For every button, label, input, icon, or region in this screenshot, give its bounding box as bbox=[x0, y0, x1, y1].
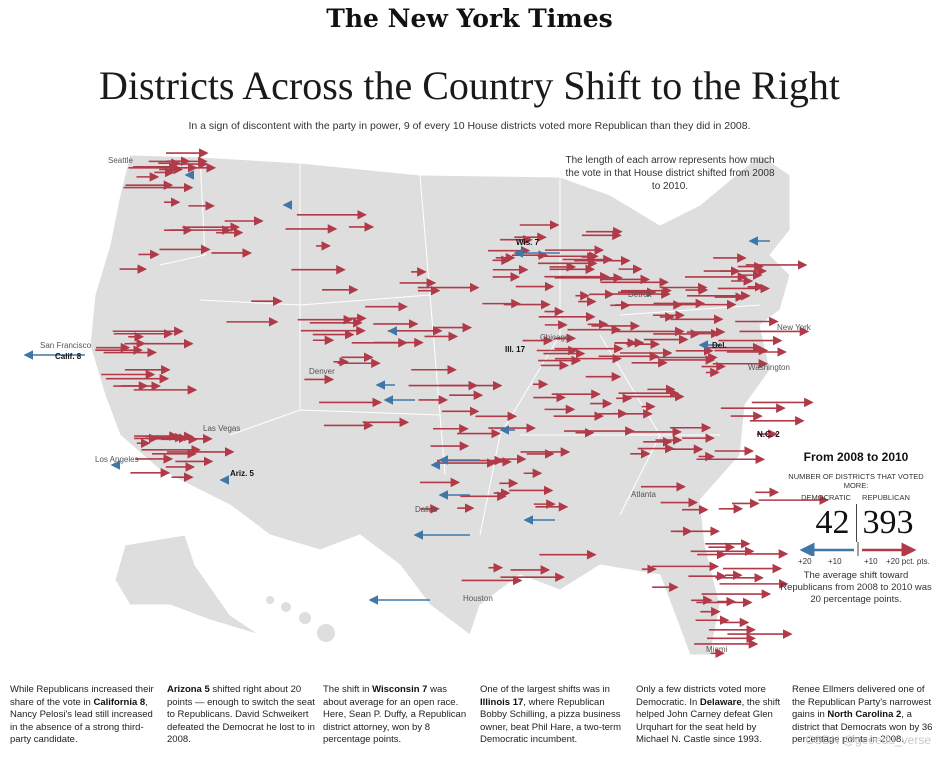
district-ariz-5: Ariz. 5 bbox=[230, 469, 255, 478]
masthead: The New York Times bbox=[326, 4, 613, 33]
city-houston: Houston bbox=[463, 594, 493, 603]
us-map: Seattle San Francisco Los Angeles Las Ve… bbox=[23, 148, 830, 659]
headline: Districts Across the Country Shift to th… bbox=[98, 63, 841, 108]
scale-dem-20: +20 bbox=[798, 557, 812, 566]
watermark: CSDN @geoedu_verse bbox=[805, 733, 931, 747]
dek: In a sign of discontent with the party i… bbox=[188, 120, 751, 132]
average-note: The average shift toward Republicans fro… bbox=[780, 570, 932, 605]
hawaii-land bbox=[266, 596, 335, 642]
legend-subtitle: NUMBER OF DISTRICTS THAT VOTED MORE: bbox=[788, 472, 924, 490]
city-seattle: Seattle bbox=[108, 156, 133, 165]
caption-north-carolina-2: Renee Ellmers delivered one of the Repub… bbox=[792, 684, 933, 745]
caption-california-8: While Republicans increased their share … bbox=[10, 684, 154, 745]
city-new-york: New York bbox=[777, 323, 812, 332]
scale-rep-10: +10 bbox=[864, 557, 878, 566]
arrow-explainer: The length of each arrow represents how … bbox=[565, 155, 775, 192]
legend-rep-label: REPUBLICAN bbox=[862, 493, 910, 502]
scale-rep-20: +20 pct. pts. bbox=[886, 557, 930, 566]
district-ill-17: Ill. 17 bbox=[505, 345, 526, 354]
alaska-land bbox=[114, 534, 261, 636]
city-washington: Washington bbox=[748, 363, 790, 372]
city-miami: Miami bbox=[706, 645, 728, 654]
legend-scale: +20 +10 +10 +20 pct. pts. bbox=[778, 542, 934, 568]
caption-illinois-17: One of the largest shifts was in Illinoi… bbox=[480, 684, 621, 745]
city-las-vegas: Las Vegas bbox=[203, 424, 240, 433]
city-detroit: Detroit bbox=[628, 290, 652, 299]
city-los-angeles: Los Angeles bbox=[95, 455, 139, 464]
caption-wisconsin-7: The shift in Wisconsin 7 was about avera… bbox=[323, 684, 467, 745]
district-del: Del. bbox=[712, 341, 727, 350]
district-nc-2: N.C. 2 bbox=[757, 430, 780, 439]
legend: From 2008 to 2010 NUMBER OF DISTRICTS TH… bbox=[778, 450, 934, 606]
legend-dem-label: DEMOCRATIC bbox=[801, 493, 851, 502]
rep-count: 393 bbox=[862, 504, 914, 541]
dem-count: 42 bbox=[778, 504, 857, 542]
city-dallas: Dallas bbox=[415, 505, 437, 514]
city-san-francisco: San Francisco bbox=[40, 341, 92, 350]
caption-delaware: Only a few districts voted more Democrat… bbox=[636, 684, 781, 745]
legend-title: From 2008 to 2010 bbox=[803, 450, 909, 464]
district-calif-8: Calif. 8 bbox=[55, 352, 82, 361]
city-atlanta: Atlanta bbox=[631, 490, 656, 499]
city-denver: Denver bbox=[309, 367, 335, 376]
district-wis-7: Wis. 7 bbox=[516, 238, 540, 247]
scale-dem-10: +10 bbox=[828, 557, 842, 566]
city-chicago: Chicago bbox=[540, 333, 570, 342]
caption-arizona-5: Arizona 5 shifted right about 20 points … bbox=[167, 684, 315, 745]
